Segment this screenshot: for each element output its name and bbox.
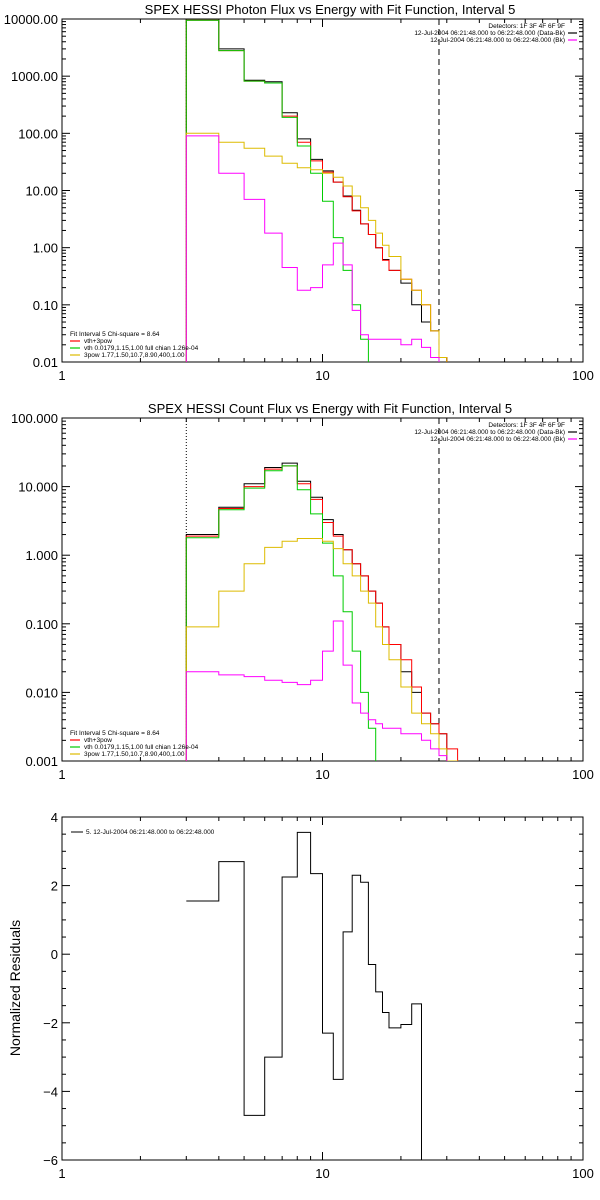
photon-flux-x-tick-label: 10 bbox=[315, 368, 329, 383]
count-flux-y-tick-label: 0.100 bbox=[25, 617, 58, 632]
count-flux-y-tick-label: 1.000 bbox=[25, 548, 58, 563]
photon-flux-legend-top-entry: 12-Jul-2004 06:21:48.000 to 06:22:48.000… bbox=[430, 37, 565, 44]
photon-flux-panel: SPEX HESSI Photon Flux vs Energy with Fi… bbox=[4, 2, 594, 383]
count-flux-legend-top-entry: 12-Jul-2004 06:21:48.000 to 06:22:48.000… bbox=[430, 436, 565, 443]
count-flux-legend-top-entry: Detectors: 1F 3F 4F 6F 9F bbox=[488, 422, 565, 429]
count-flux-panel: SPEX HESSI Count Flux vs Energy with Fit… bbox=[11, 401, 594, 782]
photon-flux-series-4 bbox=[185, 135, 440, 362]
photon-flux-y-tick-label: 10000.00 bbox=[4, 12, 58, 27]
count-flux-x-tick-label: 10 bbox=[315, 767, 329, 782]
count-flux-series-1 bbox=[185, 465, 459, 761]
photon-flux-title: SPEX HESSI Photon Flux vs Energy with Fi… bbox=[145, 2, 516, 17]
count-flux-plot-frame bbox=[61, 417, 584, 762]
photon-flux-series-2 bbox=[185, 19, 369, 362]
count-flux-legend-bottom-entry: vth 0.0179,1.15,1.00 full chian 1.26e-04 bbox=[84, 744, 199, 751]
residuals-y-tick-label: −4 bbox=[43, 1084, 58, 1099]
residuals-x-tick-label: 1 bbox=[58, 1166, 65, 1181]
photon-flux-y-tick-label: 1000.00 bbox=[11, 69, 58, 84]
count-flux-series-3 bbox=[185, 538, 459, 761]
photon-flux-legend-bottom-entry: vth 0.0179,1.15,1.00 full chian 1.26e-04 bbox=[84, 345, 199, 352]
count-flux-y-tick-label: 0.001 bbox=[25, 754, 58, 769]
photon-flux-y-tick-label: 10.00 bbox=[25, 184, 58, 199]
residuals-x-tick-label: 100 bbox=[572, 1166, 594, 1181]
photon-flux-legend-bottom-entry: 3pow 1.77,1.50,10.7,8.90,400,1.00 bbox=[84, 352, 185, 359]
residuals-y-tick-label: 4 bbox=[51, 810, 58, 825]
residuals-legend-entry: 5. 12-Jul-2004 06:21:48.000 to 06:22:48.… bbox=[86, 829, 215, 836]
count-flux-y-tick-label: 10.000 bbox=[18, 480, 58, 495]
photon-flux-legend-bottom-entry: vth+3pow bbox=[84, 338, 112, 345]
photon-flux-legend-top-entry: Detectors: 1F 3F 4F 6F 9F bbox=[488, 23, 565, 30]
photon-flux-y-tick-label: 100.00 bbox=[18, 126, 58, 141]
photon-flux-y-tick-label: 0.01 bbox=[33, 355, 58, 370]
residuals-y-tick-label: 0 bbox=[51, 947, 58, 962]
residuals-y-axis-label: Normalized Residuals bbox=[7, 920, 23, 1056]
count-flux-legend-bottom-entry: vth+3pow bbox=[84, 737, 112, 744]
residuals-y-tick-label: −6 bbox=[43, 1153, 58, 1168]
photon-flux-series-1 bbox=[185, 19, 448, 362]
count-flux-title: SPEX HESSI Count Flux vs Energy with Fit… bbox=[148, 401, 512, 416]
residuals-y-tick-label: 2 bbox=[51, 879, 58, 894]
photon-flux-x-tick-label: 100 bbox=[572, 368, 594, 383]
count-flux-x-tick-label: 100 bbox=[572, 767, 594, 782]
residuals-x-tick-label: 10 bbox=[315, 1166, 329, 1181]
photon-flux-y-tick-label: 1.00 bbox=[33, 241, 58, 256]
count-flux-series-2 bbox=[185, 465, 377, 761]
photon-flux-series-0 bbox=[185, 19, 448, 362]
count-flux-legend-bottom-entry: 3pow 1.77,1.50,10.7,8.90,400,1.00 bbox=[84, 751, 185, 758]
photon-flux-legend-top-entry: 12-Jul-2004 06:21:48.000 to 06:22:48.000… bbox=[414, 30, 565, 37]
count-flux-y-tick-label: 0.010 bbox=[25, 685, 58, 700]
count-flux-legend-bottom-entry: Fit Interval 5 Chi-square = 8.64 bbox=[70, 730, 160, 737]
count-flux-series-4 bbox=[185, 620, 448, 761]
count-flux-y-tick-label: 100.000 bbox=[11, 411, 58, 426]
residuals-series-0 bbox=[186, 831, 422, 1160]
photon-flux-y-tick-label: 0.10 bbox=[33, 298, 58, 313]
count-flux-legend-top-entry: 12-Jul-2004 06:21:48.000 to 06:22:48.000… bbox=[414, 429, 565, 436]
photon-flux-series-3 bbox=[185, 132, 448, 362]
photon-flux-legend-bottom-entry: Fit Interval 5 Chi-square = 8.64 bbox=[70, 331, 160, 338]
residuals-panel: Normalized Residuals 1 10 100 4 2 0 −2 −4 −6 5. 1… bbox=[7, 810, 594, 1181]
residuals-y-tick-label: −2 bbox=[43, 1016, 58, 1031]
count-flux-x-tick-label: 1 bbox=[58, 767, 65, 782]
photon-flux-x-tick-label: 1 bbox=[58, 368, 65, 383]
